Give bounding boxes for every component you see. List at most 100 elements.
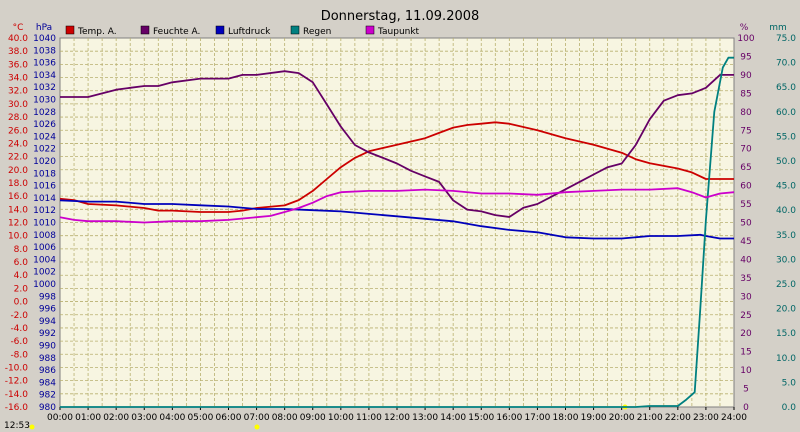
pressure-tick-label: 980 [39,403,56,413]
pressure-tick-label: 990 [39,342,56,352]
humidity-tick-label: 70 [740,145,752,155]
x-tick-label: 08:00 [272,413,298,423]
x-tick-label: 07:00 [244,413,270,423]
rain-tick-label: 65.0 [776,83,796,93]
rain-tick-label: 75.0 [776,34,796,44]
humidity-tick-label: 85 [740,89,751,99]
x-tick-label: 14:00 [440,413,466,423]
humidity-tick-label: 30 [740,292,752,302]
humidity-tick-label: 45 [740,237,751,247]
pressure-tick-label: 1032 [33,83,56,93]
humidity-tick-label: 25 [740,311,751,321]
temp-tick-label: -8.0 [10,350,28,360]
temp-tick-label: 12.0 [8,219,28,229]
temp-tick-label: 36.0 [8,60,28,70]
pressure-tick-label: 1022 [33,145,56,155]
pressure-tick-label: 1018 [33,169,56,179]
x-tick-label: 04:00 [159,413,185,423]
rain-tick-label: 30.0 [776,255,796,265]
pressure-tick-label: 1028 [33,108,56,118]
pressure-tick-label: 1012 [33,206,56,216]
series-line [59,199,734,240]
pressure-tick-label: 1024 [33,132,56,142]
pressure-tick-label: 986 [39,366,56,376]
legend-label: Taupunkt [377,27,420,37]
x-tick-label: 12:00 [384,413,410,423]
humidity-tick-label: 5 [743,385,749,395]
temp-tick-label: -12.0 [5,377,29,387]
x-tick-label: 02:00 [103,413,129,423]
x-tick-label: 05:00 [187,413,213,423]
pressure-tick-label: 998 [39,292,56,302]
x-tick-label: 10:00 [328,413,354,423]
pressure-tick-label: 982 [39,391,56,401]
chart-title: Donnerstag, 11.09.2008 [321,9,480,24]
temp-tick-label: 14.0 [8,205,28,215]
legend-label: Luftdruck [228,27,271,37]
temp-tick-label: 40.0 [8,34,28,44]
pressure-tick-label: 1004 [33,255,56,265]
pressure-tick-label: 1006 [33,243,56,253]
temp-tick-label: 26.0 [8,126,28,136]
humidity-tick-label: 100 [737,34,754,44]
pressure-tick-label: 1030 [33,96,56,106]
legend-swatch [140,25,150,35]
rain-tick-label: 0.0 [782,403,797,413]
humidity-tick-label: 10 [740,366,752,376]
rain-tick-label: 10.0 [776,354,796,364]
legend-swatch [365,25,375,35]
pressure-tick-label: 1038 [33,46,56,56]
humidity-tick-label: 60 [740,182,752,192]
series-lines [59,56,735,408]
pressure-tick-label: 1034 [33,71,56,81]
x-tick-label: 21:00 [637,413,663,423]
temp-tick-label: 22.0 [8,153,28,163]
temp-tick-label: 24.0 [8,139,28,149]
legend-label: Regen [303,27,331,37]
humidity-tick-label: 55 [740,200,751,210]
temp-tick-label: 18.0 [8,179,28,189]
x-tick-label: 20:00 [609,413,635,423]
temp-tick-label: 20.0 [8,166,28,176]
marker-dot [254,424,260,430]
x-tick-label: 15:00 [468,413,494,423]
pressure-tick-label: 1010 [33,219,56,229]
rain-tick-label: 35.0 [776,231,796,241]
legend-label: Feuchte A. [153,27,200,37]
temp-tick-label: -6.0 [10,337,28,347]
humidity-tick-label: 40 [740,255,752,265]
x-tick-label: 18:00 [553,413,579,423]
series-line [59,121,734,213]
pressure-tick-label: 1002 [33,268,56,278]
temp-tick-label: 30.0 [8,100,28,110]
rain-unit-label: mm [769,23,787,33]
pressure-tick-label: 992 [39,329,56,339]
temp-tick-label: 38.0 [8,47,28,57]
humidity-tick-label: 35 [740,274,751,284]
humidity-tick-label: 90 [740,71,752,81]
pressure-tick-label: 1040 [33,34,56,44]
humidity-tick-label: 65 [740,163,751,173]
temp-unit-label: °C [13,23,24,33]
x-tick-label: 06:00 [216,413,242,423]
series-line [60,70,734,218]
x-tick-label: 17:00 [524,413,550,423]
rain-tick-label: 15.0 [776,329,796,339]
legend: Temp. A. Feuchte A. Luftdruck Regen Taupunkt [65,25,420,37]
rain-tick-label: 70.0 [776,59,796,69]
legend-swatch [215,25,225,35]
temp-tick-label: 32.0 [8,87,28,97]
temp-tick-label: 34.0 [8,74,28,84]
x-tick-label: 16:00 [496,413,522,423]
pressure-tick-label: 984 [39,378,56,388]
temp-tick-label: 28.0 [8,113,28,123]
pressure-tick-label: 1026 [33,120,56,130]
humidity-tick-label: 50 [740,219,752,229]
humidity-unit-label: % [740,23,749,33]
temp-tick-label: -2.0 [10,311,28,321]
x-tick-label: 11:00 [356,413,382,423]
humidity-tick-label: 0 [743,403,749,413]
rain-tick-label: 20.0 [776,305,796,315]
pressure-tick-label: 1008 [33,231,56,241]
x-tick-label: 00:00 [47,413,73,423]
